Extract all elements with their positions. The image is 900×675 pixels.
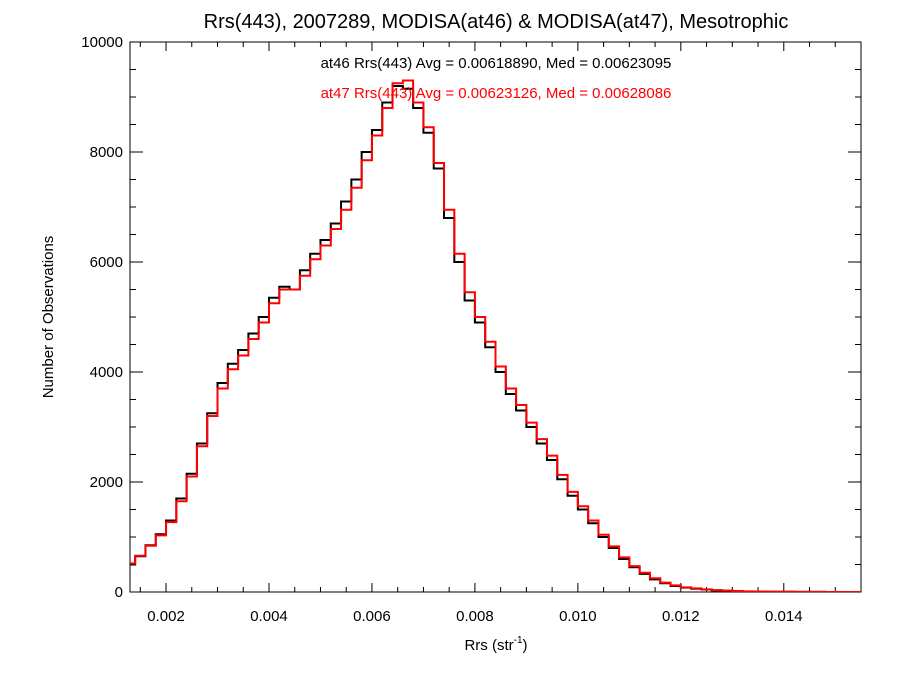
x-tick-label: 0.008 <box>456 608 494 625</box>
x-axis-label-text: Rrs (str <box>464 637 513 654</box>
y-tick-label: 4000 <box>90 364 123 381</box>
y-tick-label: 8000 <box>90 144 123 161</box>
series-at46-line <box>130 85 861 592</box>
series-layer <box>130 79 861 592</box>
x-axis-label-close: ) <box>523 637 528 654</box>
plot-frame <box>129 41 862 593</box>
y-tick-label: 2000 <box>90 474 123 491</box>
series-at47-line <box>130 79 861 592</box>
x-tick-label: 0.012 <box>662 608 700 625</box>
x-tick-label: 0.002 <box>147 608 185 625</box>
y-tick-label: 6000 <box>90 254 123 271</box>
x-tick-label: 0.010 <box>559 608 597 625</box>
x-tick-label: 0.014 <box>765 608 803 625</box>
x-axis-label-superscript: -1 <box>514 635 523 646</box>
y-tick-label: 10000 <box>81 34 123 51</box>
y-axis: 0 2000 4000 6000 8000 10000 <box>81 34 861 601</box>
x-axis-label: Rrs (str-1) <box>464 635 527 654</box>
x-tick-label: 0.006 <box>353 608 391 625</box>
chart-title: Rrs(443), 2007289, MODISA(at46) & MODISA… <box>204 11 789 33</box>
legend-annotation-at46: at46 Rrs(443) Avg = 0.00618890, Med = 0.… <box>321 55 672 72</box>
legend-annotation-at47: at47 Rrs(443) Avg = 0.00623126, Med = 0.… <box>321 85 672 102</box>
x-axis: 0.002 0.004 0.006 0.008 0.010 0.012 0.014 <box>139 42 862 625</box>
y-axis-label: Number of Observations <box>40 236 57 399</box>
y-tick-label: 0 <box>115 584 123 601</box>
x-tick-label: 0.004 <box>250 608 288 625</box>
